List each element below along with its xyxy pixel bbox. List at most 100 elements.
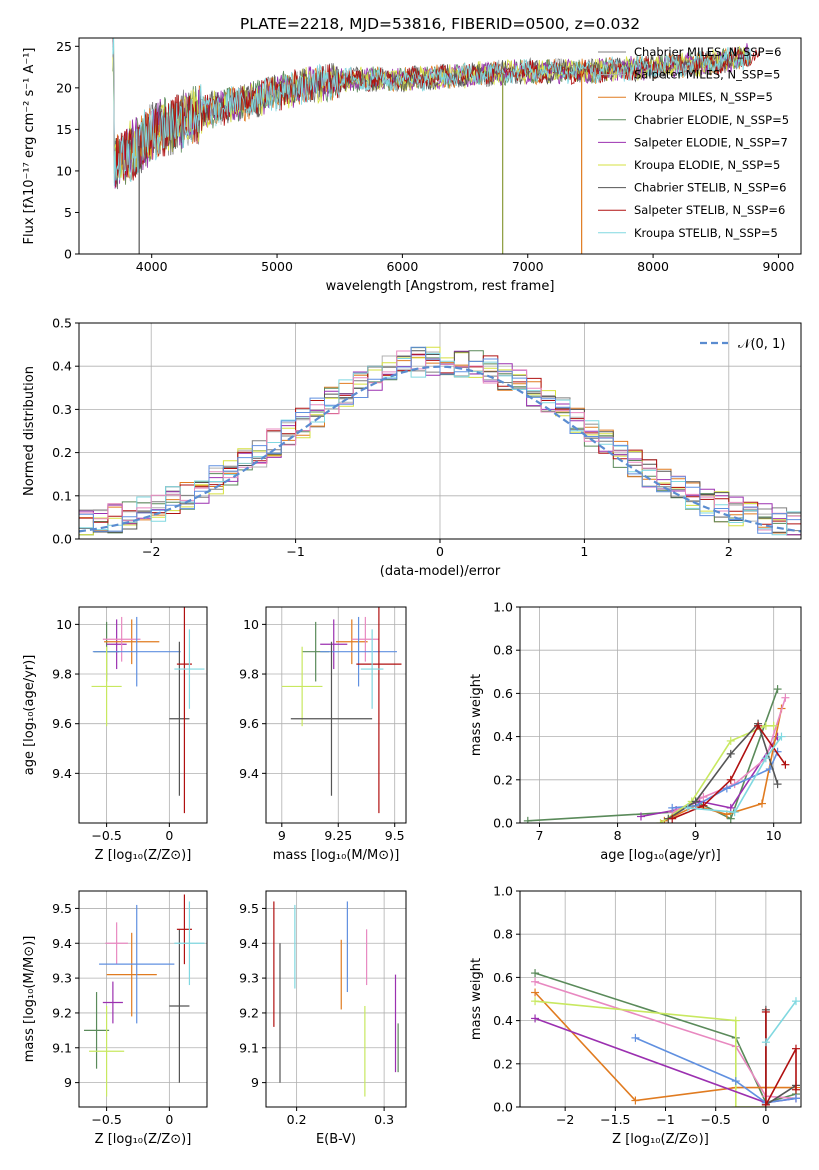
age-vs-mass-axes-group: 9 9.25 9.5 9.4 9.6 9.8 10 mass [log₁₀(M/M⊙)] <box>239 606 407 863</box>
x-tick-label: 4000 <box>136 259 168 274</box>
x-tick-label: −0.5 <box>701 1112 731 1127</box>
y-tick-label: 9.2 <box>52 1005 72 1020</box>
x-tick-label: −1 <box>656 1112 674 1127</box>
weight-point-marker <box>726 814 735 823</box>
weight-point-marker <box>791 1044 800 1053</box>
weight-point-marker <box>699 793 708 802</box>
weight-point-marker <box>726 803 735 812</box>
y-tick-label: 9.5 <box>52 901 72 916</box>
weight-point-marker <box>769 721 778 730</box>
weight-point-marker <box>761 1038 770 1047</box>
y-tick-label: 0.6 <box>493 686 513 701</box>
legend-entry: Chabrier STELIB, N_SSP=6 <box>634 181 786 195</box>
age-vs-Z-axes-group: −0.5 0 9.4 9.6 9.8 10 Z [log₁₀(Z/Z⊙)] age [log₁… <box>22 606 208 863</box>
errorbar-point <box>360 629 384 709</box>
errorbar-point <box>169 641 190 796</box>
y-axis-label: age [log₁₀(age/yr)] <box>22 655 37 776</box>
normal-curve <box>78 365 802 533</box>
y-tick-label: 0 <box>64 247 72 262</box>
weight-series-line <box>534 980 797 1100</box>
weight-series-line <box>765 1000 797 1043</box>
weight-point-marker <box>791 997 800 1006</box>
x-tick-label: −2 <box>142 544 160 559</box>
spectrum-legend: Chabrier MILES, N_SSP=6 Salpeter MILES, N… <box>598 45 789 240</box>
y-tick-label: 0.8 <box>493 927 513 942</box>
x-axis-label: age [log₁₀(age/yr)] <box>600 848 721 863</box>
y-tick-label: 0.4 <box>493 1013 513 1028</box>
x-axis-label: (data-model)/error <box>380 564 501 579</box>
weight-point-marker <box>531 977 540 986</box>
mass-vs-EBV-axes-group: 0.2 0.3 9 9.1 9.2 9.3 9.4 9.5 E(B-V) <box>239 890 407 1147</box>
y-axis-label: Normed distribution <box>22 366 37 496</box>
weight-point-marker <box>531 988 540 997</box>
mass-weight-vs-Z-axes-group: −2 −1.5 −1 −0.5 0 0.0 0.2 0.4 0.6 0.8 1.0 Z [log₁₀(… <box>469 884 802 1147</box>
y-tick-label: 20 <box>56 80 72 95</box>
y-tick-label: 9.4 <box>52 766 72 781</box>
x-tick-label: 0 <box>762 1112 770 1127</box>
y-tick-label: 0.3 <box>52 402 72 417</box>
errorbar-point <box>320 616 397 687</box>
errorbar-point <box>89 1005 125 1097</box>
weight-point-marker <box>656 819 665 823</box>
weight-point-marker <box>761 1007 770 1016</box>
x-tick-label: 8 <box>614 828 622 843</box>
weight-point-marker <box>668 803 677 812</box>
y-tick-label: 9.2 <box>239 1005 259 1020</box>
weight-point-marker <box>631 1033 640 1042</box>
y-axis-label: Flux [fλ10⁻¹⁷ erg cm⁻² s⁻¹ A⁻¹] <box>22 48 37 245</box>
weight-point-marker <box>773 780 782 789</box>
weight-point-marker <box>726 749 735 758</box>
weight-point-marker <box>691 797 700 806</box>
weight-series-line <box>635 1037 797 1104</box>
weight-point-marker <box>523 816 532 823</box>
spectrum-line <box>112 38 751 186</box>
errorbar-point <box>104 619 160 665</box>
y-tick-label: 0.0 <box>52 532 72 547</box>
residuals-axes-group: −2 −1 0 1 2 0.0 0.1 0.2 0.3 0.4 0.5 (data-model)/er… <box>22 316 802 579</box>
y-tick-label: 9 <box>64 1075 72 1090</box>
weight-point-marker <box>757 799 766 808</box>
x-tick-label: 0.2 <box>287 1112 307 1127</box>
y-tick-label: 10 <box>56 163 72 178</box>
y-tick-label: 1.0 <box>493 600 513 615</box>
weight-point-marker <box>730 808 739 817</box>
y-tick-label: 1.0 <box>493 884 513 899</box>
weight-point-marker <box>731 1016 740 1025</box>
x-tick-label: 0 <box>165 1112 173 1127</box>
y-tick-label: 0.4 <box>493 729 513 744</box>
axes-frame <box>78 37 802 255</box>
weight-point-marker <box>531 997 540 1006</box>
x-axis-label: Z [log₁₀(Z/Z⊙)] <box>95 848 192 863</box>
y-tick-label: 0.0 <box>493 1100 513 1115</box>
weight-point-marker <box>731 1077 740 1086</box>
y-tick-label: 9.1 <box>239 1040 259 1055</box>
weight-point-marker <box>731 1103 740 1107</box>
spectrum-axes-group: 4000 5000 6000 7000 8000 9000 0 5 10 15 20 25 wavele… <box>22 37 802 294</box>
weight-point-marker <box>726 775 735 784</box>
weight-series-line <box>765 1012 797 1106</box>
y-tick-label: 5 <box>64 205 72 220</box>
x-tick-label: 0 <box>165 828 173 843</box>
mass-vs-Z-axes-group: −0.5 0 9 9.1 9.2 9.3 9.4 9.5 Z [log₁₀(Z/Z⊙)] mass… <box>22 890 208 1147</box>
x-tick-label: 9.25 <box>324 828 352 843</box>
x-axis-label: E(B-V) <box>316 1132 356 1147</box>
y-tick-label: 9.6 <box>52 716 72 731</box>
errorbar-point <box>174 901 205 986</box>
errorbar-point <box>102 616 141 662</box>
y-tick-label: 9.8 <box>239 667 259 682</box>
y-tick-label: 25 <box>56 39 72 54</box>
axes-frame <box>519 890 802 1108</box>
axes-frame <box>265 606 407 824</box>
legend-entry: Chabrier ELODIE, N_SSP=5 <box>634 113 789 127</box>
legend-entry: Kroupa MILES, N_SSP=5 <box>634 90 773 104</box>
x-tick-label: 0.3 <box>374 1112 394 1127</box>
axes-frame <box>519 606 802 824</box>
axes-frame <box>265 890 407 1108</box>
legend-entry: Chabrier MILES, N_SSP=6 <box>634 45 781 59</box>
x-tick-label: 9 <box>692 828 700 843</box>
y-tick-label: 0.8 <box>493 643 513 658</box>
errorbar-point <box>106 932 157 1017</box>
weight-point-marker <box>531 1014 540 1023</box>
errorbar-point <box>356 607 402 814</box>
